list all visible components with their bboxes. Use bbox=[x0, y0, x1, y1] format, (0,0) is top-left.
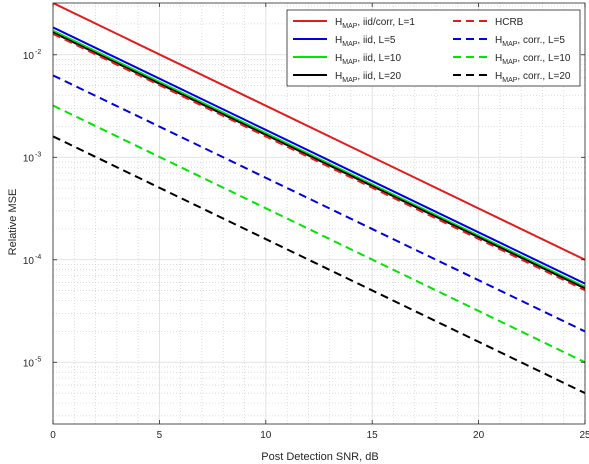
axes-box bbox=[52, 2, 586, 425]
legend-entry-sub: MAP bbox=[342, 59, 358, 66]
legend-entry-main: H bbox=[335, 71, 342, 82]
series-line-4 bbox=[53, 31, 585, 290]
series-line-5 bbox=[53, 32, 585, 292]
legend-entry-main: H bbox=[335, 53, 342, 64]
x-tick-label: 25 bbox=[579, 430, 589, 441]
x-tick-label: 10 bbox=[260, 430, 272, 441]
legend-entry-sub: MAP bbox=[502, 41, 518, 48]
x-tick-label: 5 bbox=[157, 430, 163, 441]
y-tick-exponent: -5 bbox=[35, 356, 41, 363]
legend-entry-rest: , corr., L=5 bbox=[517, 35, 565, 46]
series-line-8 bbox=[53, 135, 585, 395]
y-tick-label: 10 bbox=[23, 256, 35, 267]
legend-entry: HMAP, iid, L=5 bbox=[335, 35, 396, 48]
legend-entry-sub: MAP bbox=[502, 59, 518, 66]
legend-entry-rest: , corr., L=20 bbox=[517, 71, 571, 82]
legend-entry-rest: , iid/corr, L=1 bbox=[357, 17, 415, 28]
legend-entry: HCRB bbox=[495, 17, 524, 28]
legend-entry-sub: MAP bbox=[342, 41, 358, 48]
x-axis-label: Post Detection SNR, dB bbox=[261, 451, 378, 463]
legend-entry-main: H bbox=[495, 53, 502, 64]
legend-entry: HMAP, corr., L=20 bbox=[495, 71, 571, 84]
legend-entry-sub: MAP bbox=[342, 23, 358, 30]
series-line-2 bbox=[53, 26, 585, 285]
legend-entry: HMAP, iid, L=10 bbox=[335, 53, 401, 66]
series-line-3 bbox=[53, 29, 585, 288]
legend-entry-rest: , iid, L=10 bbox=[357, 53, 401, 64]
legend-entry-sub: MAP bbox=[342, 77, 358, 84]
legend-box bbox=[286, 9, 581, 87]
y-axis-label: Relative MSE bbox=[7, 189, 19, 256]
y-tick-exponent: -3 bbox=[35, 151, 41, 158]
legend-entry-main: H bbox=[335, 35, 342, 46]
legend-entry: HMAP, iid/corr, L=1 bbox=[335, 17, 415, 30]
legend-entry: HMAP, corr., L=10 bbox=[495, 53, 571, 66]
x-tick-label: 20 bbox=[473, 430, 485, 441]
series-line-6 bbox=[53, 74, 585, 333]
legend-entry-rest: , iid, L=20 bbox=[357, 71, 401, 82]
legend-entry: HMAP, corr., L=5 bbox=[495, 35, 565, 48]
y-tick-exponent: -4 bbox=[35, 254, 41, 261]
legend-entry-main: HCRB bbox=[495, 17, 524, 28]
legend-entry-rest: , iid, L=5 bbox=[357, 35, 396, 46]
y-tick-label: 10 bbox=[23, 51, 35, 62]
x-tick-label: 0 bbox=[50, 430, 56, 441]
legend-entry-main: H bbox=[495, 35, 502, 46]
legend-entry-sub: MAP bbox=[502, 77, 518, 84]
legend-entry-rest: , corr., L=10 bbox=[517, 53, 571, 64]
y-tick-label: 10 bbox=[23, 153, 35, 164]
legend-entry-main: H bbox=[335, 17, 342, 28]
y-tick-label: 10 bbox=[23, 358, 35, 369]
legend-entry-main: H bbox=[495, 71, 502, 82]
legend-entry: HMAP, iid, L=20 bbox=[335, 71, 401, 84]
x-tick-label: 15 bbox=[367, 430, 379, 441]
series-line-1 bbox=[53, 3, 585, 261]
series-line-7 bbox=[53, 104, 585, 364]
y-tick-exponent: -2 bbox=[35, 49, 41, 56]
